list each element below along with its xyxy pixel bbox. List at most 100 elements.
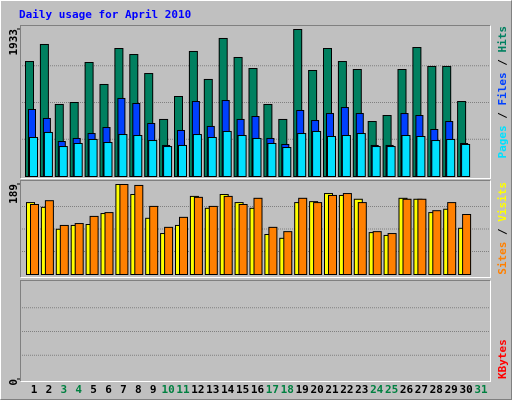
- bar: [133, 135, 143, 177]
- bar: [253, 197, 263, 275]
- x-tick-label: 30: [459, 383, 472, 396]
- bar: [58, 146, 68, 177]
- y-tick-label: 1933: [7, 29, 20, 56]
- bar: [312, 130, 322, 178]
- x-tick-label: 24: [370, 383, 384, 396]
- panel-bevel-light: [20, 180, 491, 278]
- x-tick-label: 22: [340, 383, 353, 396]
- bar: [118, 134, 128, 177]
- x-tick-label: 20: [310, 383, 323, 396]
- x-tick-label: 1: [31, 383, 38, 396]
- legend: KBytes: [496, 339, 509, 379]
- bar: [149, 205, 159, 275]
- x-tick-label: 13: [206, 383, 219, 396]
- bar: [148, 140, 158, 178]
- legend-entry: Sites: [496, 242, 509, 275]
- legend: Sites / Visits: [496, 182, 509, 275]
- bar: [386, 146, 396, 177]
- x-tick-label: 31: [474, 383, 488, 396]
- bar: [297, 133, 307, 178]
- bar: [164, 226, 174, 276]
- bar: [207, 136, 217, 177]
- bar: [88, 138, 98, 178]
- x-tick-label: 25: [385, 383, 398, 396]
- panel-bevel-dark: [20, 25, 491, 179]
- legend-entry: Pages: [496, 125, 509, 158]
- bar: [387, 233, 397, 276]
- bar: [357, 202, 367, 276]
- panel-bevel-dark: [20, 180, 491, 278]
- bar: [193, 196, 203, 276]
- bar: [134, 184, 144, 275]
- bar: [30, 204, 39, 275]
- x-tick-label: 11: [176, 383, 190, 396]
- panel-bevel-light: [20, 25, 491, 179]
- x-tick-label: 26: [400, 383, 414, 396]
- bar: [119, 184, 129, 275]
- bar: [328, 194, 337, 275]
- chart-title: Daily usage for April 2010: [19, 8, 191, 21]
- legend-entry: Hits: [496, 26, 509, 53]
- bar: [178, 144, 187, 177]
- bar: [313, 202, 323, 276]
- bar: [327, 135, 336, 177]
- x-tick-label: 17: [266, 383, 279, 396]
- bar: [462, 214, 472, 275]
- bar: [89, 215, 99, 275]
- bar: [74, 223, 84, 276]
- y-tick-label: 189: [7, 184, 20, 204]
- bar: [341, 135, 351, 177]
- bar: [268, 226, 278, 276]
- bar: [283, 231, 293, 275]
- legend: Pages / Files / Hits: [496, 26, 509, 159]
- x-tick-label: 29: [445, 383, 458, 396]
- x-tick-label: 8: [135, 383, 142, 396]
- bar: [59, 224, 69, 275]
- legend-entry: Files: [496, 72, 509, 105]
- bar: [342, 193, 352, 275]
- x-tick-label: 6: [105, 383, 112, 396]
- bar: [252, 137, 262, 177]
- bar: [238, 204, 248, 275]
- bar: [267, 142, 277, 178]
- x-tick-label: 2: [46, 383, 53, 396]
- bar: [461, 143, 471, 177]
- panel-bevel-dark: [20, 280, 491, 382]
- bar: [192, 134, 202, 177]
- x-tick-label: 10: [161, 383, 174, 396]
- bar: [402, 198, 412, 275]
- legend-entry: KBytes: [496, 339, 509, 379]
- bar: [223, 195, 233, 275]
- x-tick-label: 18: [281, 383, 294, 396]
- bar: [432, 210, 442, 275]
- x-tick-label: 21: [325, 383, 339, 396]
- bar: [163, 146, 173, 177]
- bar: [371, 146, 381, 177]
- x-tick-label: 9: [150, 383, 157, 396]
- bar: [103, 142, 113, 178]
- x-tick-label: 16: [251, 383, 265, 396]
- bar: [446, 138, 456, 178]
- x-tick-label: 23: [355, 383, 368, 396]
- bar: [356, 133, 366, 178]
- x-tick-label: 12: [191, 383, 204, 396]
- x-tick-label: 4: [75, 383, 82, 396]
- bar: [401, 135, 411, 177]
- x-tick-label: 5: [90, 383, 97, 396]
- panel-bevel-light: [20, 280, 491, 382]
- legend-separator: /: [496, 222, 509, 242]
- bar: [282, 147, 292, 177]
- bar: [208, 205, 218, 275]
- bar: [447, 202, 457, 276]
- bar: [372, 231, 382, 275]
- bar: [104, 212, 114, 276]
- bar: [237, 135, 247, 177]
- x-tick-label: 14: [221, 383, 235, 396]
- x-tick-label: 15: [236, 383, 249, 396]
- bar: [222, 130, 232, 178]
- bar: [416, 135, 426, 177]
- legend-entry: Visits: [496, 182, 509, 222]
- bar: [44, 200, 54, 275]
